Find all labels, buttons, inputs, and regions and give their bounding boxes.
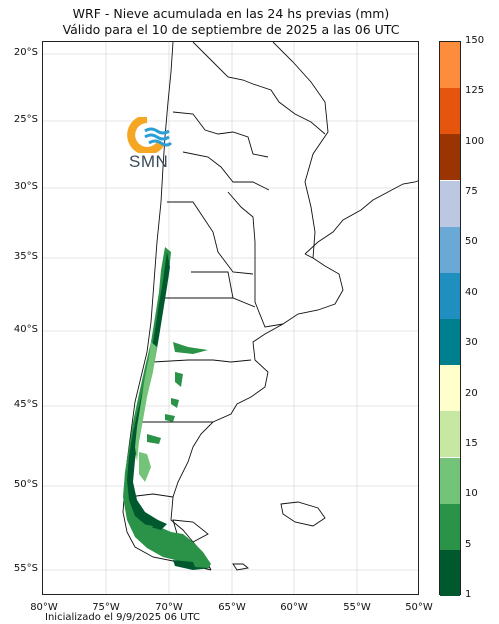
colorbar [439, 41, 461, 596]
colorbar-segment [440, 365, 460, 412]
province-center-b [227, 191, 256, 272]
snow-accumulation [123, 247, 211, 570]
colorbar-segment [440, 411, 460, 458]
lon-tick-label: 70°W [155, 602, 183, 613]
province-center-a [167, 201, 254, 275]
colorbar-segment [440, 457, 460, 504]
province-north-b [182, 151, 270, 191]
lat-tick-label: 55°S [13, 563, 38, 574]
colorbar-segment [440, 319, 460, 366]
colorbar-segment [440, 134, 460, 181]
province-neuquen-rionegro [161, 297, 256, 308]
colorbar-tick-label: 20 [465, 387, 478, 399]
brazil-border [272, 42, 329, 259]
colorbar-segment [440, 88, 460, 135]
lat-tick-label: 30°S [13, 181, 38, 192]
init-time-note: Inicializado el 9/9/2025 06 UTC [45, 612, 200, 623]
colorbar-tick-label: 15 [465, 437, 478, 449]
lat-tick-label: 45°S [13, 399, 38, 410]
lat-tick-label: 40°S [13, 324, 38, 335]
lon-tick-label: 65°W [218, 602, 246, 613]
colorbar-segment [440, 549, 460, 596]
province-buenos-aires [254, 272, 284, 328]
colorbar-tick-label: 5 [465, 538, 472, 550]
province-north-a [172, 111, 269, 158]
colorbar-tick-label: 10 [465, 488, 478, 500]
country-borders [122, 42, 418, 571]
province-la-pampa [191, 271, 234, 299]
colorbar-segment [440, 272, 460, 319]
title-line-1: WRF - Nieve acumulada en las 24 hs previ… [72, 6, 390, 21]
lat-tick-label: 20°S [13, 47, 38, 58]
map-title: WRF - Nieve acumulada en las 24 hs previ… [0, 6, 462, 38]
lon-tick-label: 55°W [343, 602, 371, 613]
uruguay-brazil-coast [304, 180, 418, 255]
map-panel: SMN [42, 41, 419, 595]
colorbar-tick-label: 50 [465, 236, 478, 248]
colorbar-segment [440, 503, 460, 550]
colorbar-tick-label: 1 [465, 589, 472, 600]
map-canvas [43, 42, 418, 594]
west-coastline [122, 42, 212, 571]
title-line-2: Válido para el 10 de septiembre de 2025 … [62, 22, 400, 37]
bolivia-border [192, 42, 254, 85]
smn-logo-icon [127, 115, 173, 155]
lon-tick-label: 60°W [280, 602, 308, 613]
colorbar-tick-label: 75 [465, 186, 478, 198]
lon-tick-label: 80°W [30, 602, 58, 613]
colorbar-segment [440, 226, 460, 273]
smn-logo-text: SMN [129, 152, 169, 171]
colorbar-segment [440, 42, 460, 89]
smn-logo [127, 115, 177, 177]
lat-tick-label: 50°S [13, 479, 38, 490]
lon-tick-label: 75°W [92, 602, 120, 613]
lat-tick-label: 35°S [13, 251, 38, 262]
colorbar-segment [440, 180, 460, 227]
province-rionegro-chubut [152, 359, 252, 363]
colorbar-tick-label: 100 [465, 135, 485, 147]
colorbar-tick-label: 150 [465, 35, 485, 46]
colorbar-tick-label: 40 [465, 286, 478, 298]
province-santacruz-south [127, 493, 174, 498]
gridlines [43, 42, 418, 594]
lat-tick-label: 25°S [13, 114, 38, 125]
colorbar-tick-label: 125 [465, 85, 485, 97]
argentina-east-coast [170, 253, 344, 571]
lon-tick-label: 50°W [405, 602, 433, 613]
paraguay-border [252, 83, 326, 135]
colorbar-tick-label: 30 [465, 337, 478, 349]
